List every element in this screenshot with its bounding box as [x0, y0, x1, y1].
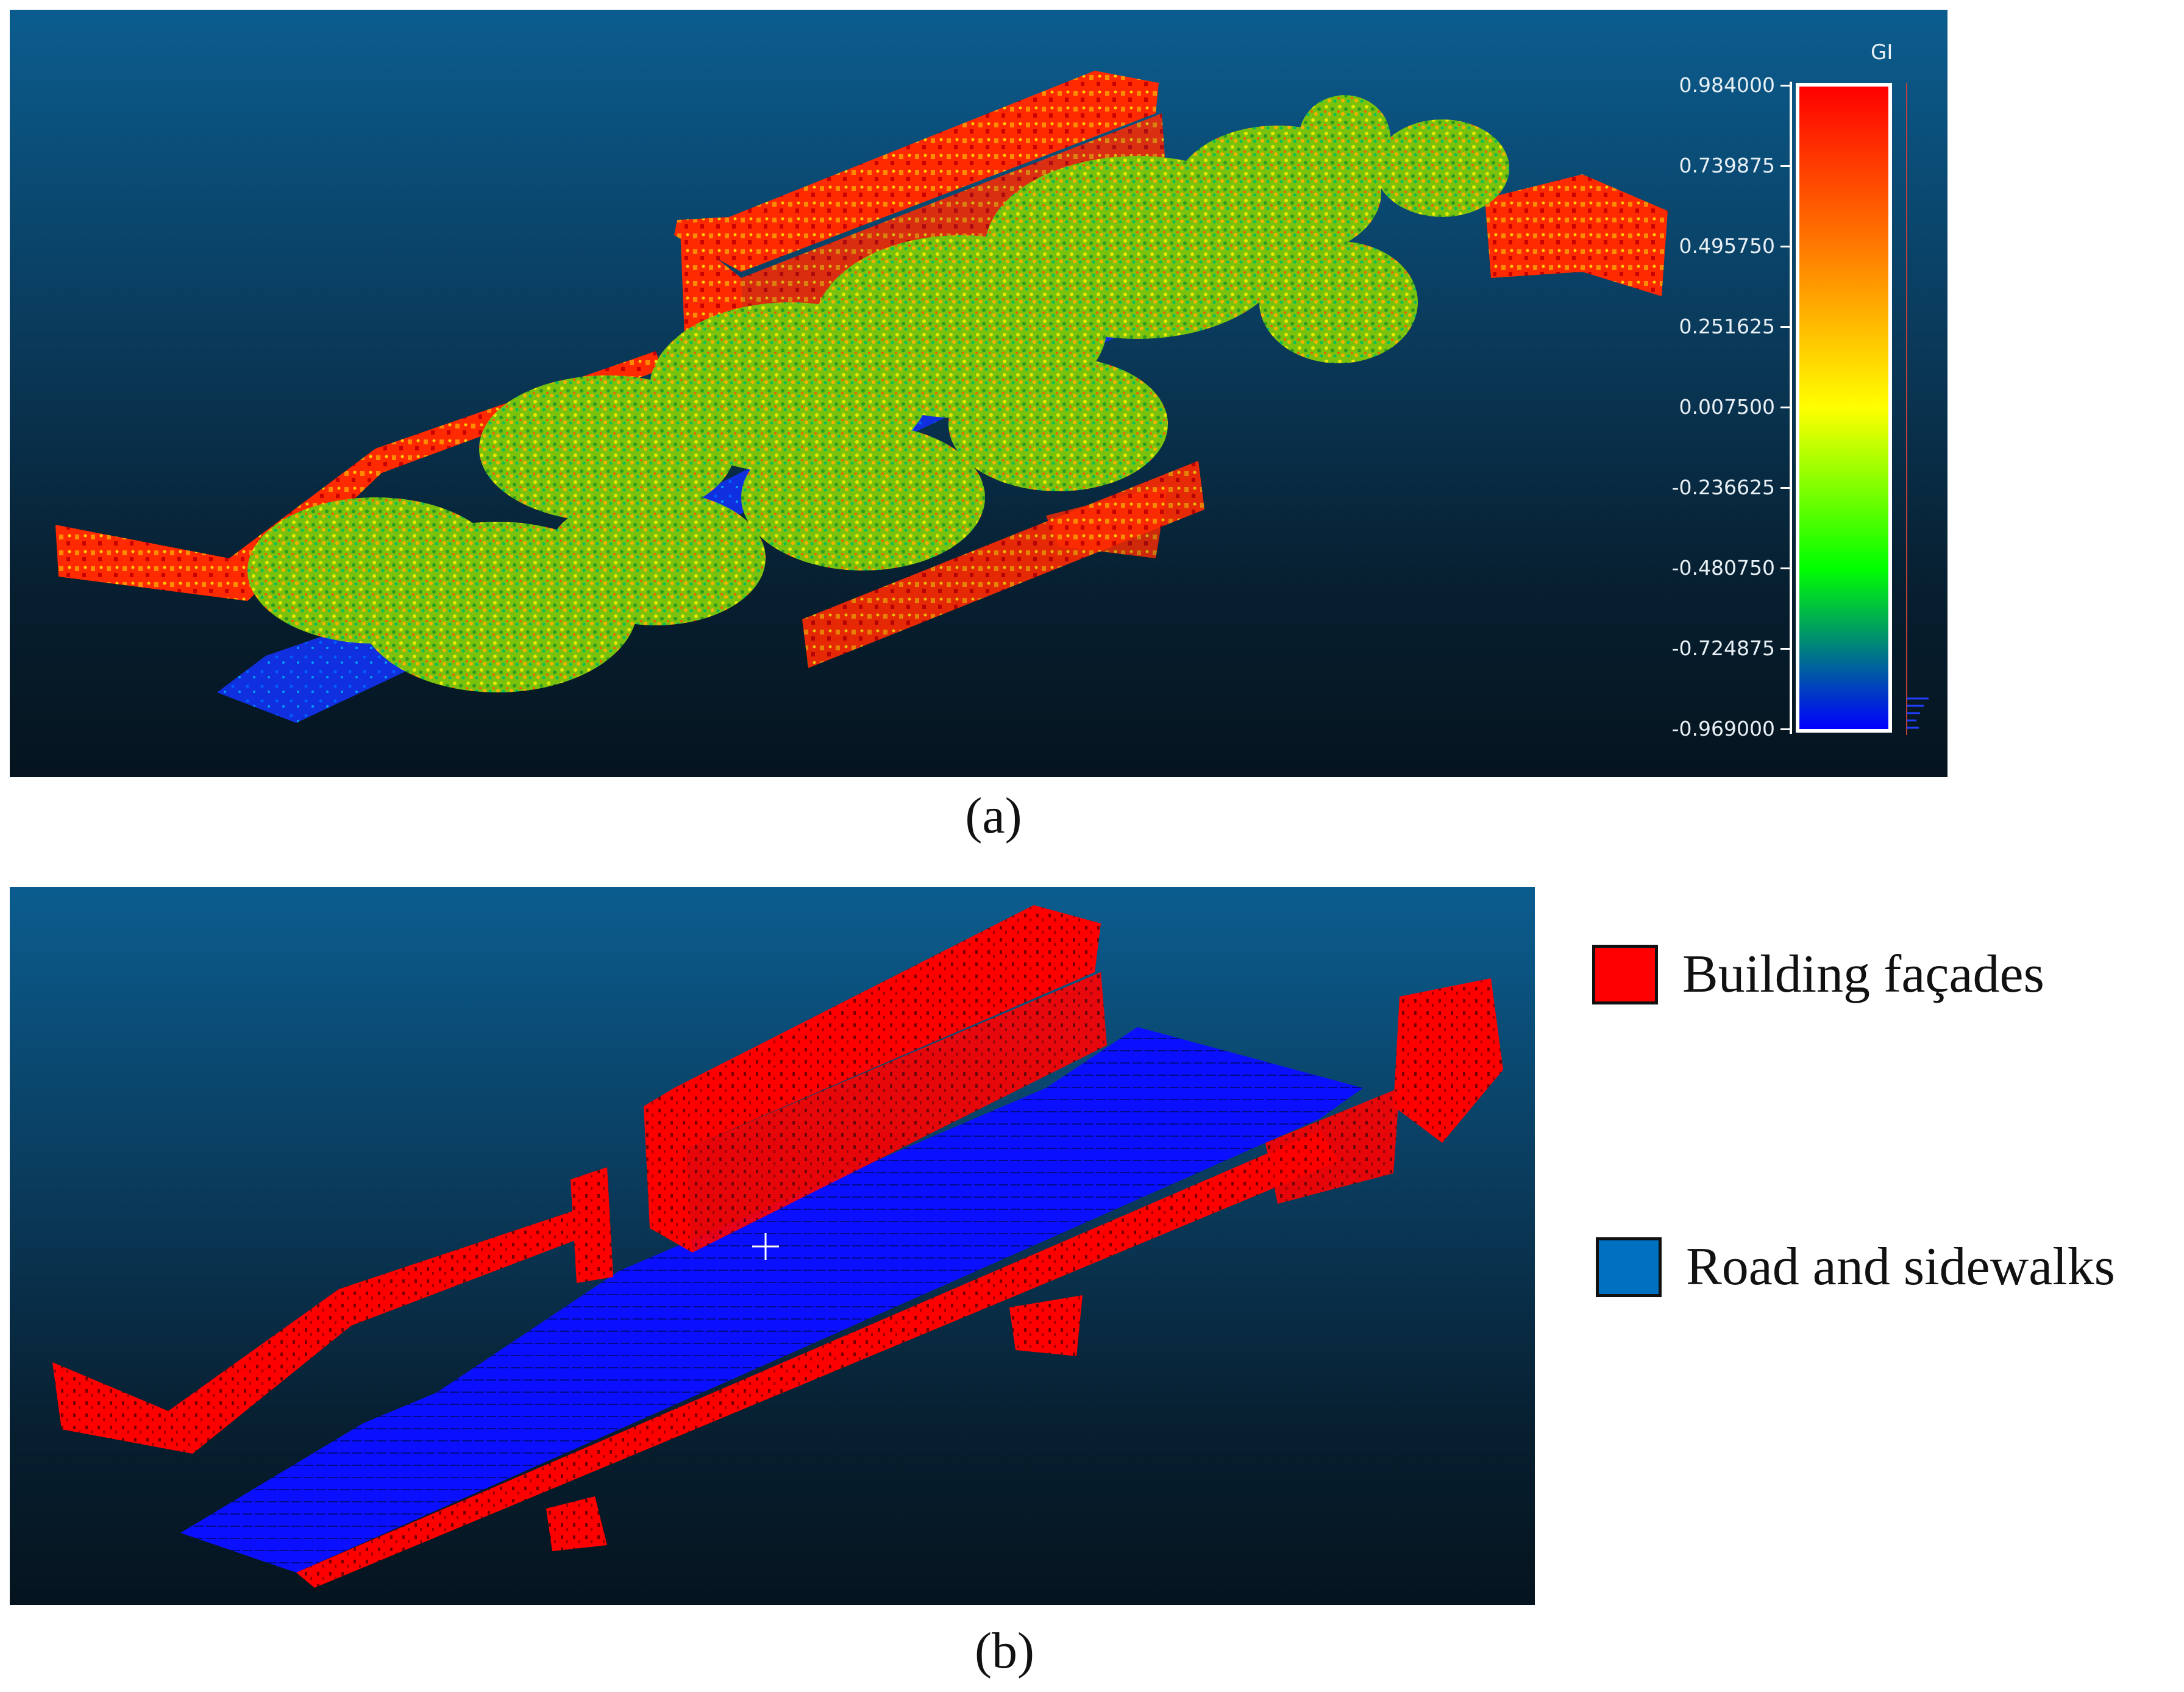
gi-point-cloud-view[interactable]: GI 0.984000 0.739875 0.495750 0.251625 0.007… [10, 10, 1947, 777]
facade-class-right-building [1393, 978, 1503, 1143]
legend-swatch-building [1592, 944, 1658, 1004]
scale-tick-label: -0.480750 [1671, 556, 1775, 580]
scale-tick-label: 0.495750 [1679, 234, 1775, 258]
facade-right-building [1485, 174, 1668, 296]
color-scale-bar [1796, 83, 1892, 733]
facade-class-left [52, 1204, 607, 1454]
scale-tick-mark [1780, 648, 1791, 650]
scale-tick-label: -0.724875 [1671, 636, 1775, 660]
scale-histogram [1906, 83, 1929, 735]
facade-tall-building [674, 71, 1159, 272]
scale-tick-mark [1780, 728, 1791, 730]
caption-a: (a) [965, 787, 1022, 844]
legend-swatch-road [1596, 1237, 1662, 1297]
classified-point-cloud-view[interactable] [10, 887, 1535, 1605]
scale-tick-mark [1780, 165, 1791, 167]
legend-label-road: Road and sidewalks [1686, 1237, 2115, 1296]
legend-item-road-sidewalks: Road and sidewalks [1596, 1236, 2115, 1298]
scale-tick-mark [1780, 487, 1791, 489]
scale-tick-label: -0.969000 [1671, 717, 1775, 741]
gi-point-cloud [55, 71, 1668, 723]
caption-b: (b) [975, 1623, 1034, 1679]
scale-tick-mark [1780, 407, 1791, 408]
scale-title: GI [1871, 40, 1893, 65]
scale-tick-mark [1780, 567, 1791, 569]
scale-tick-label: 0.007500 [1679, 395, 1775, 419]
legend-label-building: Building façades [1682, 945, 2044, 1004]
scale-tick-label: 0.251625 [1679, 315, 1775, 338]
legend-item-building-facades: Building façades [1592, 944, 2044, 1005]
scale-tick-mark [1780, 246, 1791, 247]
scale-tick-label: 0.984000 [1679, 73, 1775, 97]
classified-point-cloud [52, 905, 1503, 1588]
scale-tick-mark [1780, 326, 1791, 328]
scale-tick-mark [1780, 85, 1791, 87]
scale-tick-label: -0.236625 [1671, 475, 1775, 499]
road-class-region [180, 1027, 1363, 1573]
scale-tick-label: 0.739875 [1679, 154, 1775, 177]
facade-class-tall-building [644, 905, 1101, 1149]
